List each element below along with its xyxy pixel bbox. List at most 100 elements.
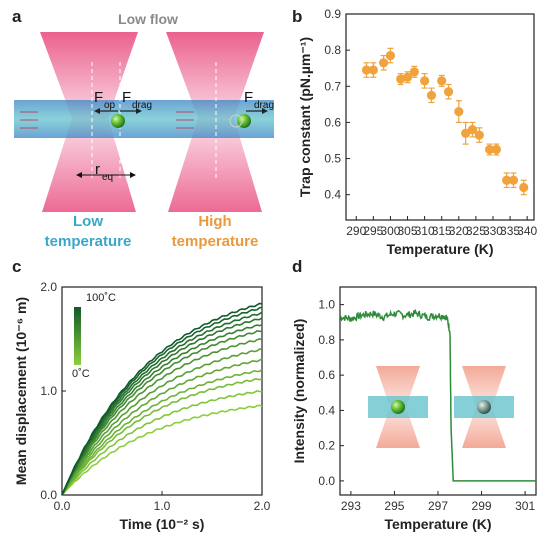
chart-b-data-point xyxy=(474,130,484,140)
req-arrowhead-right xyxy=(130,172,136,178)
chart-c-x-axis-title: Time (10⁻² s) xyxy=(120,516,205,532)
chart-d-x-tick-label: 295 xyxy=(384,499,404,513)
force-op-label: F xyxy=(94,89,103,106)
chart-b-x-tick-label: 325 xyxy=(466,224,486,238)
force-drag-arrowhead xyxy=(136,108,142,114)
chart-b-data-point xyxy=(437,76,447,86)
chart-c-colorbar xyxy=(74,307,81,365)
chart-c-series-line xyxy=(61,311,263,496)
chart-b-y-tick-label: 0.8 xyxy=(324,43,341,57)
chart-b-x-tick-label: 335 xyxy=(500,224,520,238)
chart-c-y-axis-title: Mean displacement (10⁻⁶ m) xyxy=(13,297,29,485)
panel-c-letter: c xyxy=(12,257,21,276)
chart-d-plot-frame xyxy=(339,286,537,496)
chart-d-y-tick-label: 0.4 xyxy=(318,403,335,417)
low-temp-caption-2: temperature xyxy=(45,233,132,250)
force-drag-right-label: F xyxy=(244,89,253,106)
force-drag-label: F xyxy=(122,89,131,106)
chart-c-y-tick-label: 2.0 xyxy=(40,280,57,294)
chart-b-y-tick-label: 0.5 xyxy=(324,152,341,166)
panel-d-letter: d xyxy=(292,257,302,276)
chart-c-series-line xyxy=(61,330,263,496)
chart-b-data-point xyxy=(409,67,419,77)
panel-b-letter: b xyxy=(292,7,302,26)
chart-c-x-tick-label: 1.0 xyxy=(154,499,171,513)
chart-c-series-line xyxy=(61,302,263,496)
chart-b-data-point xyxy=(361,65,372,75)
flow-arrows xyxy=(20,111,194,129)
chart-c-y-tick-label: 1.0 xyxy=(40,384,57,398)
panel-c: c 0.0 1.0 2.0 0.0 1.0 2.0 Time (10⁻² s) Mean di… xyxy=(12,257,271,532)
chart-b-x-tick-label: 305 xyxy=(398,224,418,238)
low-temp-caption-1: Low xyxy=(73,213,103,230)
chart-c-plot-frame xyxy=(61,286,263,496)
chart-d: 293 295 297 299 301 0.0 0.2 0.4 0.6 0.8 1.0 Tempera… xyxy=(291,286,537,532)
force-drag-sub: drag xyxy=(132,100,152,111)
chart-b-data-point xyxy=(385,50,396,61)
chart-c-series-line xyxy=(61,317,263,496)
chart-b-x-tick-label: 290 xyxy=(346,224,366,238)
high-temp-caption-1: High xyxy=(198,213,231,230)
chart-b-x-tick-label: 310 xyxy=(415,224,435,238)
chart-c-series-line xyxy=(61,404,263,496)
req-arrowhead-left xyxy=(76,172,82,178)
chart-b-data-point xyxy=(402,72,413,82)
chart-b-data-point xyxy=(420,76,430,86)
chart-c-x-tick-label: 0.0 xyxy=(54,499,71,513)
chart-b-data-point xyxy=(519,182,529,193)
chart-b-data-point xyxy=(368,65,378,75)
chart-b-data-point xyxy=(491,144,501,155)
chart-d-y-tick-label: 0.0 xyxy=(318,474,335,488)
high-temp-caption-2: temperature xyxy=(172,233,259,250)
chart-c-series-line xyxy=(61,368,263,496)
chart-b-data-point xyxy=(379,58,389,68)
chart-b-x-tick-label: 300 xyxy=(380,224,400,238)
chart-d-inset-escaped-bead xyxy=(477,400,491,414)
chart-c-y-tick-label: 0.0 xyxy=(40,488,57,502)
chart-c-colorbar-top-label: 100˚C xyxy=(86,292,116,304)
panel-a: a Low flow F op F drag F drag xyxy=(12,7,274,250)
chart-b-data-point xyxy=(484,144,495,155)
chart-d-y-axis-title: Intensity (normalized) xyxy=(291,319,307,464)
chart-b-data-point xyxy=(443,87,454,97)
chart-b-data-point xyxy=(461,128,471,138)
chart-d-x-axis-title: Temperature (K) xyxy=(384,516,491,532)
chart-b-y-tick-label: 0.6 xyxy=(324,115,341,129)
chart-c-x-tick-label: 2.0 xyxy=(254,499,271,513)
chart-d-inset-trapped-bead xyxy=(391,400,405,414)
chart-c-series-line xyxy=(61,377,263,496)
chart-b-data-point xyxy=(508,175,519,185)
chart-d-x-tick-label: 293 xyxy=(341,499,361,513)
chart-b-plot-frame xyxy=(345,13,535,221)
chart-b-x-tick-label: 340 xyxy=(517,224,537,238)
chart-d-series-line xyxy=(339,308,536,482)
chart-c-series-line xyxy=(61,348,263,496)
chart-b-x-tick-label: 330 xyxy=(483,224,503,238)
chart-b-y-axis-title: Trap constant (pN.µm⁻¹) xyxy=(297,37,313,197)
chart-b-y-tick-label: 0.9 xyxy=(324,7,341,21)
panel-a-title: Low flow xyxy=(118,11,178,27)
chart-b-x-tick-label: 315 xyxy=(432,224,452,238)
chart-b-data-point xyxy=(426,90,437,100)
chart-d-y-tick-label: 0.8 xyxy=(318,333,335,347)
chart-b-x-tick-label: 320 xyxy=(449,224,469,238)
panel-a-letter: a xyxy=(12,7,22,26)
chart-d-x-tick-label: 299 xyxy=(472,499,492,513)
force-drag-right-sub: drag xyxy=(254,100,274,111)
chart-b-data-point xyxy=(502,175,512,185)
req-sub: eq xyxy=(102,172,113,183)
chart-b-y-tick-label: 0.4 xyxy=(324,188,341,202)
chart-d-x-tick-label: 301 xyxy=(515,499,535,513)
chart-b-y-tick-label: 0.7 xyxy=(324,79,341,93)
bead-left xyxy=(111,114,125,128)
chart-d-y-tick-label: 0.2 xyxy=(318,439,335,453)
chart-c: 0.0 1.0 2.0 0.0 1.0 2.0 Time (10⁻² s) Mean disp… xyxy=(13,280,271,532)
force-op-sub: op xyxy=(104,100,116,111)
force-op-arrowhead xyxy=(94,108,100,114)
chart-b-data-point xyxy=(467,125,478,135)
chart-c-colorbar-bottom-label: 0˚C xyxy=(72,368,90,380)
bead-ghost-right xyxy=(229,114,243,128)
